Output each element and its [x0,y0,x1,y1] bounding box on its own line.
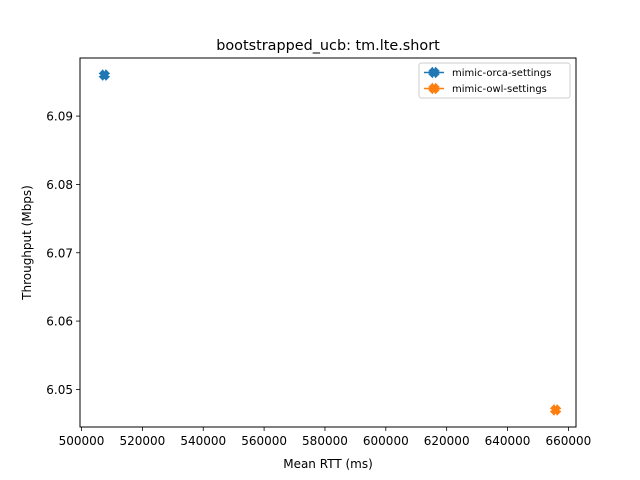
y-tick-label: 6.06 [46,315,73,329]
legend-label: mimic-orca-settings [452,68,551,79]
x-tick-label: 500000 [59,434,105,448]
chart-title: bootstrapped_ucb: tm.lte.short [216,38,440,54]
data-point-mimic-orca-settings [98,69,111,81]
legend-frame [418,62,571,99]
y-tick-label: 6.05 [46,383,73,397]
y-tick-label: 6.08 [46,178,73,192]
y-axis: 6.05 6.06 6.07 6.08 6.09 [46,110,80,397]
y-tick-label: 6.09 [46,110,73,124]
legend-marker [428,66,440,79]
x-tick-label: 540000 [180,434,226,448]
y-tick-label: 6.07 [46,246,73,260]
x-tick-label: 600000 [363,434,409,448]
axes-frame [79,57,577,428]
x-tick-label: 660000 [545,434,591,448]
legend: mimic-orca-settings mimic-owl-settings [418,62,571,99]
x-axis: 500000 520000 540000 560000 580000 600000 6200… [59,427,591,448]
legend-label: mimic-owl-settings [452,84,547,95]
x-tick-label: 520000 [119,434,165,448]
legend-marker [428,82,440,95]
x-tick-label: 580000 [302,434,348,448]
y-axis-label: Throughput (Mbps) [20,185,34,301]
plot-area [79,57,577,428]
x-axis-label: Mean RTT (ms) [283,457,373,471]
data-point-mimic-owl-settings [549,404,562,416]
x-tick-label: 620000 [424,434,470,448]
data-marks [98,69,562,416]
x-tick-label: 640000 [485,434,531,448]
x-tick-label: 560000 [241,434,287,448]
